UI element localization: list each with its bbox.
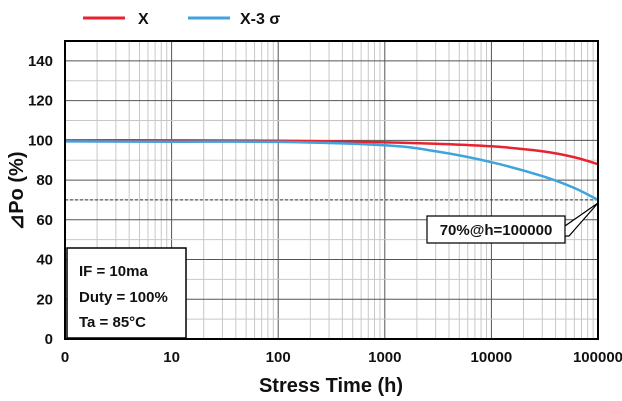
y-tick-label: 100	[28, 132, 53, 149]
series-line-x-3sigma	[64, 140, 599, 202]
legend-label-x-3sigma: X-3 σ	[240, 11, 280, 28]
x-axis-label: Stress Time (h)	[259, 375, 403, 397]
legend: X X-3 σ	[83, 11, 280, 28]
y-tick-label: 20	[36, 291, 53, 308]
series-layer	[64, 139, 599, 202]
condition-if: IF = 10ma	[79, 263, 148, 280]
grid	[65, 41, 598, 339]
y-tick-label: 120	[28, 93, 53, 110]
tick-labels: 0 10 100 1000 10000 100000 0 20 40 60 80 100 120 140	[28, 53, 622, 366]
x-tick-label: 100000	[573, 349, 622, 366]
series-line-x	[64, 139, 599, 166]
y-tick-label: 80	[36, 172, 53, 189]
plot-area	[64, 40, 599, 340]
y-axis-label: ⊿Po (%)	[6, 152, 28, 231]
y-tick-label: 140	[28, 53, 53, 70]
y-tick-label: 60	[36, 212, 53, 229]
x-tick-label: 1000	[368, 349, 401, 366]
x-tick-label: 0	[61, 349, 69, 366]
annotation-callout: 70%@h=100000	[426, 202, 599, 244]
x-tick-label: 10000	[471, 349, 513, 366]
y-tick-label: 40	[36, 252, 53, 269]
conditions-box: IF = 10ma Duty = 100% Ta = 85°C	[66, 247, 187, 339]
condition-ta: Ta = 85°C	[79, 314, 146, 331]
annotation-text: 70%@h=100000	[440, 222, 553, 239]
x-tick-label: 10	[163, 349, 180, 366]
annotation-box	[426, 202, 599, 244]
condition-duty: Duty = 100%	[79, 289, 168, 306]
conditions-box-frame	[66, 247, 187, 339]
x-tick-label: 100	[266, 349, 291, 366]
y-tick-label: 0	[45, 331, 53, 348]
legend-label-x: X	[138, 11, 149, 28]
